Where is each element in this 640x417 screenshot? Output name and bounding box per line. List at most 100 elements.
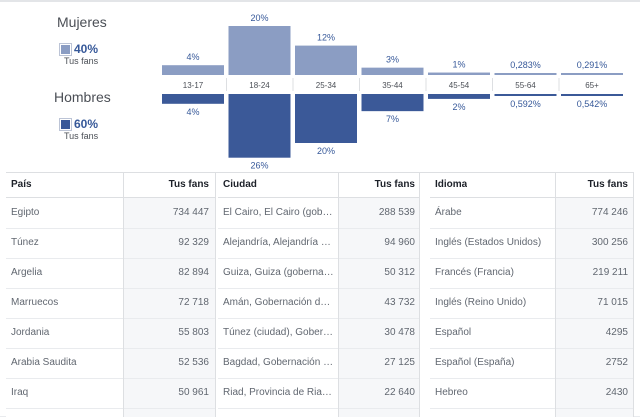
row-label: Amán, Gobernación d… (223, 297, 331, 308)
value-column-shade (338, 198, 420, 417)
women-value-label: 4% (186, 52, 199, 62)
row-label: Español (España) (435, 357, 515, 368)
column-divider (338, 173, 339, 417)
column-header-value: Tus fans (587, 179, 628, 190)
women-value-label: 0,283% (510, 60, 541, 70)
table-right-border (419, 173, 420, 417)
men-value-label: 26% (250, 161, 268, 171)
table-row: Guiza, Guiza (goberna… 50 312 (218, 258, 420, 289)
row-label: Hebreo (435, 387, 468, 398)
row-value: 50 961 (178, 387, 209, 398)
language-table: Idioma Tus fans Árabe 774 246 Inglés (Estado… (430, 173, 634, 417)
row-value: 30 478 (384, 327, 415, 338)
men-bar-35-44 (361, 94, 424, 112)
row-label: Iraq (11, 387, 29, 398)
table-row: Amán, Gobernación d… 43 732 (218, 288, 420, 319)
column-header-label: País (11, 179, 32, 190)
age-tick-label: 18-24 (249, 81, 270, 90)
men-percent: 60% (74, 117, 99, 131)
row-value: 92 329 (178, 237, 209, 248)
row-label: Guiza, Guiza (goberna… (223, 267, 334, 278)
men-bar-65+ (561, 94, 623, 96)
table-row: Argelia 82 894 (6, 258, 216, 289)
age-tick-label: 35-44 (382, 81, 403, 90)
table-header: Idioma Tus fans (430, 173, 634, 198)
men-value-label: 20% (317, 146, 335, 156)
row-value: 72 718 (178, 297, 209, 308)
table-row: Túnez (ciudad), Gober… 30 478 (218, 318, 420, 349)
men-bar-25-34 (295, 94, 357, 143)
fans-tables: País Tus fans Egipto 734 447 Túnez 92 329 Arge… (6, 172, 634, 417)
row-label: Arabia Saudita (11, 357, 77, 368)
table-row: Español 4295 (430, 318, 634, 349)
row-label: Alejandría, Alejandría … (223, 237, 331, 248)
table-row: Francés (Francia) 219 211 (430, 258, 634, 289)
men-bar-13-17 (162, 94, 224, 104)
row-value: 288 539 (378, 207, 415, 218)
country-table: País Tus fans Egipto 734 447 Túnez 92 329 Arge… (6, 173, 216, 417)
row-label: Árabe (435, 207, 462, 218)
row-label: Jordania (11, 327, 50, 338)
table-row: El Cairo, El Cairo (gob… 288 539 (218, 198, 420, 229)
women-bar-25-34 (295, 45, 357, 75)
men-value-label: 0,592% (510, 99, 541, 109)
table-row: Riad, Provincia de Ria… 22 640 (218, 378, 420, 409)
women-legend-title: Mujeres (57, 14, 107, 30)
men-bar-18-24 (228, 94, 291, 158)
row-label: Túnez (ciudad), Gober… (223, 327, 334, 338)
women-value-label: 12% (317, 33, 335, 43)
men-swatch (60, 119, 71, 130)
row-label: Inglés (Estados Unidos) (435, 237, 542, 248)
table-row: Inglés (Reino Unido) 71 015 (430, 288, 634, 319)
row-value: 71 015 (597, 297, 628, 308)
men-value-label: 4% (186, 107, 199, 117)
table-row: Túnez 92 329 (6, 228, 216, 259)
table-row: Iraq 50 961 (6, 378, 216, 409)
women-swatch (60, 44, 71, 55)
women-bar-18-24 (228, 26, 291, 75)
table-row: Hebreo 2430 (430, 378, 634, 409)
row-label: Riad, Provincia de Ria… (223, 387, 332, 398)
table-row: Español (España) 2752 (430, 348, 634, 379)
women-value-label: 20% (250, 13, 268, 23)
row-value: 22 640 (384, 387, 415, 398)
table-row: Marruecos 72 718 (6, 288, 216, 319)
women-bar-55-64 (494, 73, 557, 75)
men-value-label: 2% (452, 102, 465, 112)
city-table: Ciudad Tus fans El Cairo, El Cairo (gob… 28… (218, 173, 420, 417)
men-caption: Tus fans (64, 131, 99, 141)
age-tick-label: 65+ (585, 81, 599, 90)
row-value: 734 447 (172, 207, 209, 218)
column-header-value: Tus fans (374, 179, 415, 190)
women-bar-45-54 (428, 72, 490, 75)
table-row: Egipto 734 447 (6, 198, 216, 229)
row-label: Francés (Francia) (435, 267, 514, 278)
column-header-value: Tus fans (168, 179, 209, 190)
women-percent: 40% (74, 42, 99, 56)
women-value-label: 3% (386, 55, 399, 65)
table-row: Árabe 774 246 (430, 198, 634, 229)
age-tick-label: 45-54 (449, 81, 470, 90)
age-band (150, 75, 622, 94)
row-value: 50 312 (384, 267, 415, 278)
age-gender-chart: 13-17 18-24 25-34 35-44 45-54 55-64 65+ 4% 4% 20%… (150, 13, 623, 171)
row-label: Egipto (11, 207, 40, 218)
age-tick-label: 13-17 (183, 81, 204, 90)
table-row: Inglés (Estados Unidos) 300 256 (430, 228, 634, 259)
men-bar-55-64 (494, 94, 557, 96)
column-divider (555, 173, 556, 417)
women-value-label: 0,291% (577, 60, 608, 70)
row-value: 52 536 (178, 357, 209, 368)
row-label: Túnez (11, 237, 39, 248)
table-right-border (633, 173, 634, 417)
table-header: País Tus fans (6, 173, 216, 198)
age-tick-label: 25-34 (316, 81, 337, 90)
men-value-label: 7% (386, 114, 399, 124)
table-row: Jordania 55 803 (6, 318, 216, 349)
row-value: 2752 (605, 357, 628, 368)
value-column-shade (555, 198, 634, 417)
women-value-label: 1% (452, 60, 465, 70)
row-value: 4295 (605, 327, 628, 338)
top-divider (0, 0, 640, 2)
